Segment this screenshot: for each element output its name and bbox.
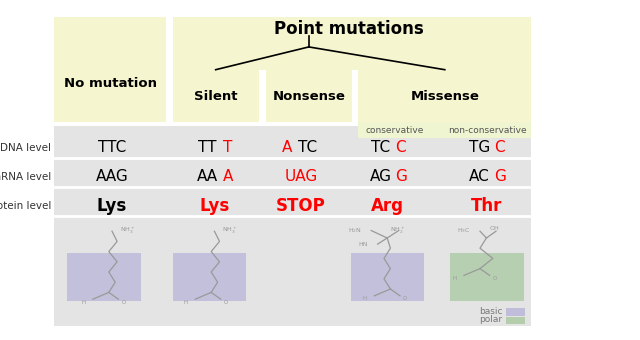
Bar (54, 17, 166, 122)
Text: TT: TT (198, 140, 217, 155)
Text: H$_3$C: H$_3$C (457, 226, 470, 235)
Text: TTC: TTC (98, 140, 126, 155)
Text: O: O (122, 300, 126, 305)
Text: H: H (363, 296, 367, 302)
Text: H: H (184, 300, 188, 305)
Bar (351, 253, 424, 301)
Text: G: G (395, 169, 406, 184)
Text: HN: HN (358, 242, 368, 246)
Text: protein level: protein level (0, 201, 51, 211)
Text: NH$_3^+$: NH$_3^+$ (120, 226, 135, 237)
Bar (173, 17, 531, 70)
Text: Thr: Thr (470, 197, 502, 215)
Text: TC: TC (371, 140, 390, 155)
Text: AG: AG (369, 169, 392, 184)
Text: Missense: Missense (410, 90, 479, 103)
Text: O: O (224, 300, 228, 305)
Text: H$_2$N: H$_2$N (348, 226, 362, 235)
Bar (506, 308, 525, 316)
Text: O: O (403, 296, 408, 302)
Text: Lys: Lys (97, 197, 127, 215)
Text: NH$_2^+$: NH$_2^+$ (390, 226, 406, 237)
Text: Silent: Silent (194, 90, 237, 103)
Text: Arg: Arg (371, 197, 404, 215)
Text: Lys: Lys (199, 197, 230, 215)
Bar (54, 126, 531, 326)
Text: AC: AC (469, 169, 490, 184)
Text: non-conservative: non-conservative (449, 126, 527, 135)
Text: No mutation: No mutation (64, 77, 157, 90)
Text: conservative: conservative (365, 126, 424, 135)
Text: A: A (223, 169, 233, 184)
Text: OH: OH (490, 226, 499, 231)
Text: AAG: AAG (95, 169, 129, 184)
Text: NH$_3^+$: NH$_3^+$ (222, 226, 237, 237)
Text: TG: TG (469, 140, 490, 155)
Bar (506, 317, 525, 324)
Text: polar: polar (479, 315, 502, 324)
Bar (358, 122, 531, 138)
Bar (173, 253, 246, 301)
Text: AA: AA (197, 169, 218, 184)
Text: UAG: UAG (284, 169, 317, 184)
Bar (67, 253, 141, 301)
Bar (173, 70, 259, 122)
Text: C: C (495, 140, 505, 155)
Text: mRNA level: mRNA level (0, 172, 51, 182)
Bar (266, 70, 352, 122)
Bar (358, 70, 531, 122)
Text: H: H (452, 276, 456, 281)
Text: A: A (282, 140, 292, 155)
Text: C: C (396, 140, 406, 155)
Text: basic: basic (479, 307, 502, 316)
Text: T: T (223, 140, 232, 155)
Bar (450, 253, 524, 301)
Text: Point mutations: Point mutations (274, 20, 424, 38)
Text: H: H (81, 300, 85, 305)
Text: G: G (494, 169, 506, 184)
Text: Nonsense: Nonsense (273, 90, 345, 103)
Text: TC: TC (298, 140, 317, 155)
Text: STOP: STOP (276, 197, 326, 215)
Text: O: O (493, 276, 497, 281)
Text: DNA level: DNA level (0, 143, 51, 153)
